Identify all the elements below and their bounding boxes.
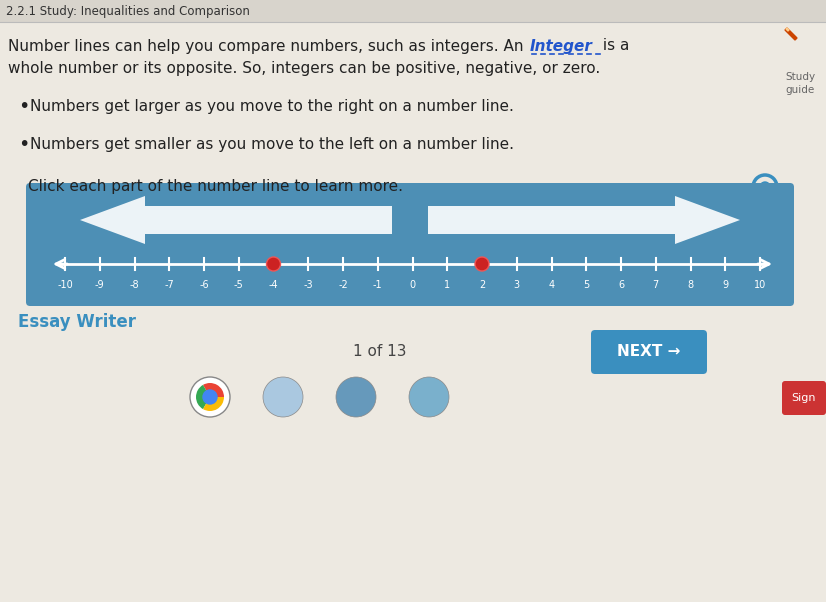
FancyBboxPatch shape — [26, 183, 794, 306]
Text: 10: 10 — [754, 280, 767, 290]
Text: is a: is a — [598, 39, 629, 54]
Bar — [392, 206, 428, 234]
Text: -2: -2 — [338, 280, 348, 290]
Text: 1 of 13: 1 of 13 — [354, 344, 406, 359]
Circle shape — [475, 257, 489, 271]
Text: Numbers get smaller as you move to the left on a number line.: Numbers get smaller as you move to the l… — [30, 137, 514, 152]
Text: -10: -10 — [57, 280, 73, 290]
Circle shape — [760, 182, 770, 192]
Text: -3: -3 — [303, 280, 313, 290]
Text: -9: -9 — [95, 280, 105, 290]
Text: 2: 2 — [479, 280, 485, 290]
Text: 7: 7 — [653, 280, 659, 290]
Wedge shape — [203, 383, 224, 397]
Wedge shape — [203, 397, 224, 411]
Circle shape — [409, 377, 449, 417]
Text: Click each part of the number line to learn more.: Click each part of the number line to le… — [28, 179, 403, 194]
FancyArrow shape — [80, 196, 400, 244]
FancyBboxPatch shape — [591, 330, 707, 374]
Text: -4: -4 — [268, 280, 278, 290]
Text: •: • — [18, 98, 30, 117]
Text: 0: 0 — [410, 280, 415, 290]
Text: 1: 1 — [444, 280, 450, 290]
Polygon shape — [785, 28, 797, 40]
Circle shape — [263, 377, 303, 417]
Text: 4: 4 — [548, 280, 554, 290]
Circle shape — [267, 257, 281, 271]
Text: -8: -8 — [130, 280, 140, 290]
Text: 5: 5 — [583, 280, 590, 290]
Text: Numbers get larger as you move to the right on a number line.: Numbers get larger as you move to the ri… — [30, 99, 514, 114]
Text: 9: 9 — [722, 280, 729, 290]
Circle shape — [190, 377, 230, 417]
Text: 6: 6 — [618, 280, 624, 290]
Text: Study
guide: Study guide — [785, 72, 815, 95]
Text: Number lines can help you compare numbers, such as integers. An: Number lines can help you compare number… — [8, 39, 529, 54]
Text: -6: -6 — [199, 280, 209, 290]
Bar — [0, 0, 826, 22]
Text: NEXT →: NEXT → — [617, 344, 681, 359]
FancyBboxPatch shape — [782, 381, 826, 415]
Text: Integer: Integer — [530, 39, 593, 54]
Polygon shape — [786, 28, 789, 31]
FancyArrow shape — [420, 196, 740, 244]
Text: Sign: Sign — [792, 393, 816, 403]
Text: 2.2.1 Study: Inequalities and Comparison: 2.2.1 Study: Inequalities and Comparison — [6, 4, 250, 17]
Circle shape — [336, 377, 376, 417]
Text: 3: 3 — [514, 280, 520, 290]
Text: Essay Writer: Essay Writer — [18, 313, 136, 331]
Wedge shape — [196, 385, 210, 409]
Text: -1: -1 — [373, 280, 382, 290]
Text: •: • — [18, 134, 30, 154]
Text: whole number or its opposite. So, integers can be positive, negative, or zero.: whole number or its opposite. So, intege… — [8, 60, 601, 75]
Text: -5: -5 — [234, 280, 244, 290]
Circle shape — [203, 390, 217, 404]
Text: 8: 8 — [687, 280, 694, 290]
Text: -7: -7 — [164, 280, 174, 290]
